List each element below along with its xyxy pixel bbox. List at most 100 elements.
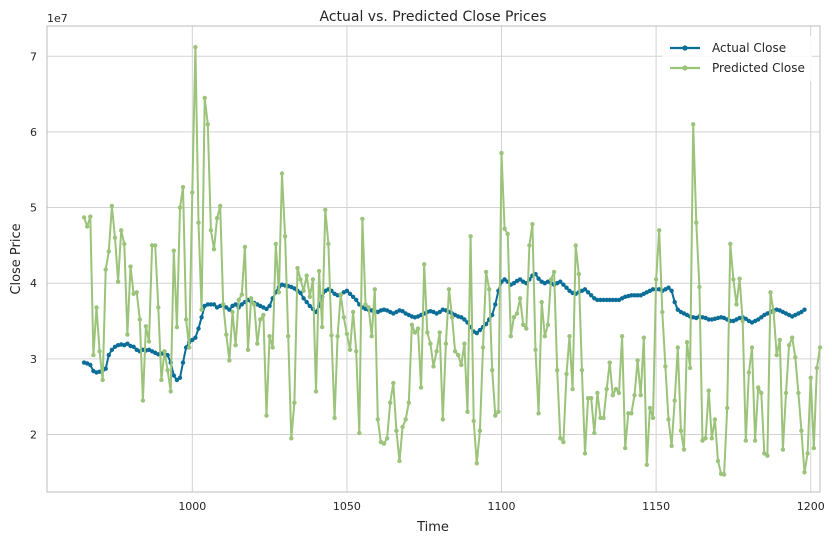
predicted-point [737, 276, 742, 281]
actual-point [561, 282, 566, 287]
actual-point [125, 341, 130, 346]
predicted-point [471, 418, 476, 424]
predicted-point [122, 241, 127, 247]
predicted-point [474, 461, 479, 466]
actual-point [502, 277, 507, 282]
predicted-point [567, 334, 572, 339]
predicted-point [137, 317, 142, 322]
actual-point [629, 293, 634, 298]
predicted-point [437, 330, 442, 335]
predicted-point [233, 343, 238, 348]
actual-point [344, 288, 350, 293]
predicted-point [106, 249, 112, 254]
actual-point [190, 337, 195, 343]
predicted-point [384, 436, 390, 441]
actual-point [233, 302, 238, 307]
predicted-point [691, 122, 696, 127]
predicted-point [397, 458, 402, 464]
actual-point [205, 302, 210, 307]
predicted-point [756, 385, 761, 390]
predicted-point [341, 315, 346, 320]
predicted-point [372, 287, 377, 292]
predicted-series [81, 45, 823, 477]
predicted-point [499, 150, 504, 156]
predicted-point [687, 365, 693, 371]
actual-point [208, 302, 214, 307]
predicted-point [635, 358, 640, 363]
predicted-point [326, 241, 331, 247]
actual-point [706, 317, 711, 322]
predicted-point [456, 352, 461, 358]
predicted-point [156, 305, 161, 310]
actual-point [459, 315, 464, 320]
predicted-point [465, 409, 470, 414]
actual-point [759, 315, 764, 320]
predicted-point [313, 389, 319, 394]
actual-point [292, 286, 297, 291]
predicted-point [749, 345, 755, 350]
predicted-point [363, 302, 368, 307]
predicted-point [582, 451, 588, 456]
actual-series [81, 271, 807, 383]
actual-point [183, 345, 189, 350]
predicted-point [808, 375, 813, 380]
predicted-point [660, 309, 665, 315]
chart-title: Actual vs. Predicted Close Prices [320, 9, 547, 25]
y-tick-labels: 2 3 4 5 6 7 [30, 50, 37, 441]
actual-point [462, 317, 467, 322]
predicted-point [493, 413, 498, 418]
predicted-point [490, 368, 495, 373]
predicted-point [338, 292, 343, 297]
predicted-point [681, 447, 687, 452]
series-layer [81, 45, 823, 477]
predicted-point [805, 451, 810, 456]
predicted-point [709, 436, 714, 441]
actual-point [193, 335, 198, 340]
predicted-point [335, 334, 340, 339]
predicted-point [570, 386, 575, 392]
predicted-point [128, 264, 133, 269]
actual-point [582, 287, 588, 292]
predicted-point [725, 405, 730, 411]
predicted-point [245, 347, 251, 352]
predicted-point [619, 334, 625, 339]
actual-point [493, 302, 498, 307]
predicted-point [431, 364, 436, 369]
predicted-point [759, 390, 764, 396]
predicted-point [180, 184, 186, 190]
predicted-point [765, 453, 770, 458]
predicted-point [564, 371, 569, 377]
predicted-point [224, 332, 229, 337]
predicted-point [483, 269, 489, 275]
actual-point [672, 299, 677, 305]
predicted-point [199, 307, 204, 312]
actual-point [177, 375, 183, 380]
predicted-point [242, 244, 248, 250]
predicted-point [140, 398, 146, 403]
predicted-point [422, 262, 427, 267]
predicted-point [205, 122, 210, 127]
y-tick-label: 3 [30, 353, 37, 366]
predicted-point [505, 231, 510, 237]
predicted-point [255, 341, 260, 346]
predicted-point [616, 390, 622, 396]
actual-point [564, 285, 569, 290]
predicted-point [162, 349, 167, 354]
actual-point [601, 297, 606, 303]
predicted-point [97, 349, 102, 354]
actual-point [267, 303, 272, 309]
predicted-point [267, 334, 272, 339]
predicted-point [428, 341, 433, 346]
predicted-point [143, 324, 149, 329]
predicted-point [316, 268, 322, 274]
predicted-point [799, 428, 804, 433]
predicted-point [666, 417, 671, 422]
predicted-point [354, 349, 359, 354]
predicted-point [545, 322, 551, 327]
predicted-point [264, 413, 269, 418]
predicted-point [533, 347, 538, 352]
predicted-point [159, 377, 164, 383]
predicted-point [289, 436, 294, 441]
predicted-point [536, 411, 541, 416]
